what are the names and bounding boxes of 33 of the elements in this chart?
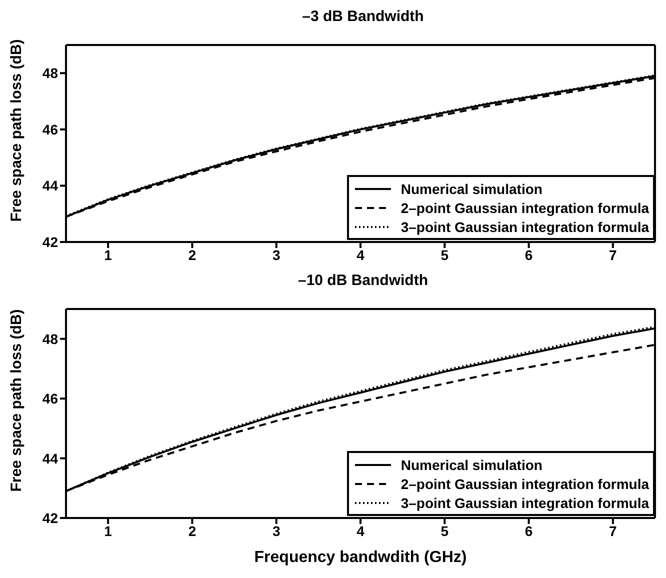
y-tick-label: 44 — [42, 450, 58, 466]
legend-label: Numerical simulation — [400, 180, 542, 196]
x-tick-label: 1 — [104, 246, 112, 263]
chart-title: –3 dB Bandwidth — [301, 8, 425, 27]
legend-label: 3–point Gaussian integration formula — [400, 494, 649, 510]
x-tick-label: 1 — [104, 522, 112, 539]
y-tick-label: 44 — [42, 178, 58, 194]
x-tick-label: 4 — [356, 522, 365, 539]
x-axis-title: Frequency bandwdith (GHz) — [254, 549, 467, 566]
legend-label: 2–point Gaussian integration formula — [400, 200, 649, 216]
x-tick-label: 7 — [609, 246, 618, 263]
legend-label: 2–point Gaussian integration formula — [400, 476, 649, 492]
x-tick-label: 7 — [609, 522, 618, 539]
chart-title: –10 dB Bandwidth — [296, 272, 429, 291]
x-tick-label: 5 — [440, 246, 449, 263]
x-tick-label: 6 — [524, 522, 533, 539]
y-tick-label: 48 — [42, 330, 58, 347]
y-axis-title: Free space path loss (dB) — [8, 38, 24, 222]
y-tick-label: 46 — [42, 390, 58, 407]
y-tick-label: 48 — [42, 65, 58, 82]
legend-label: Numerical simulation — [400, 456, 542, 472]
legend-label: 3–point Gaussian integration formula — [400, 218, 649, 234]
x-tick-label: 5 — [440, 522, 449, 539]
y-axis-title: Free space path loss (dB) — [8, 308, 24, 492]
x-tick-label: 6 — [524, 246, 533, 263]
x-tick-label: 3 — [272, 522, 280, 539]
y-tick-label: 42 — [42, 234, 58, 250]
x-tick-label: 2 — [188, 246, 196, 263]
y-tick-label: 46 — [42, 121, 58, 138]
x-tick-label: 4 — [356, 246, 365, 263]
y-tick-label: 42 — [42, 510, 58, 526]
x-tick-label: 2 — [188, 522, 196, 539]
x-tick-label: 3 — [272, 246, 280, 263]
